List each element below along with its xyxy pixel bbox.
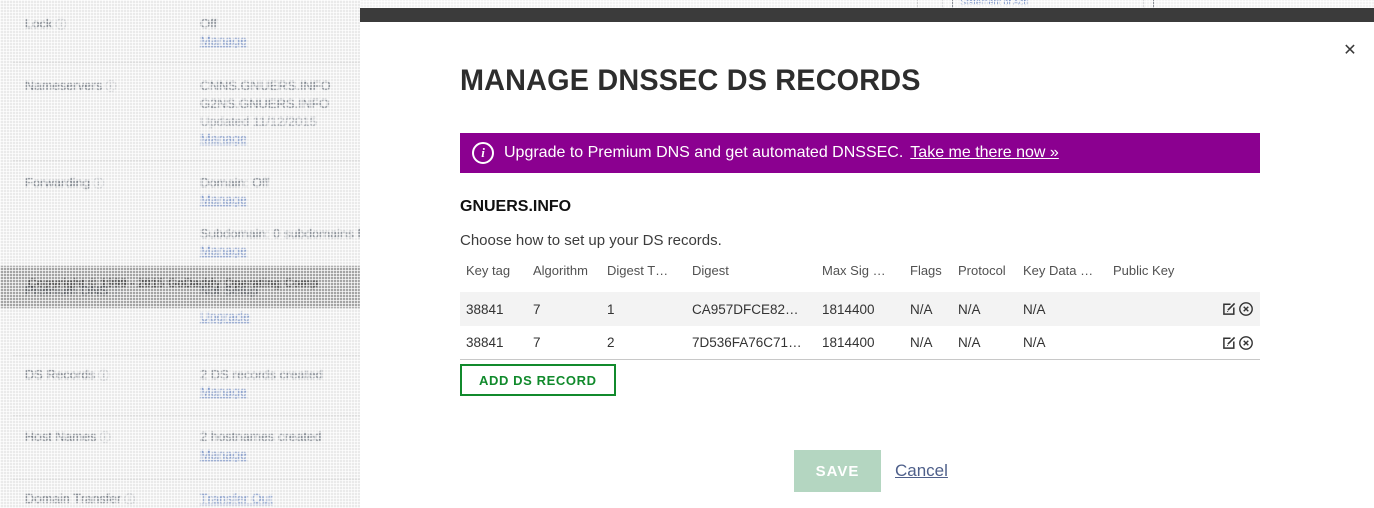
premium-dns-upgrade-banner: i Upgrade to Premium DNS and get automat…: [460, 133, 1260, 173]
bg-nameservers-manage-link[interactable]: Manage: [200, 131, 247, 146]
col-header-digest: Digest: [692, 263, 729, 278]
add-ds-record-button[interactable]: ADD DS RECORD: [460, 364, 616, 396]
info-icon: ⓘ: [99, 432, 111, 444]
close-icon[interactable]: ✕: [1339, 40, 1361, 62]
col-header-digest-type: Digest T…: [607, 263, 669, 278]
bg-row-premium-dns-label: Premium DNS ⓘ: [25, 283, 123, 298]
cell-algorithm: 7: [533, 335, 541, 350]
divider: [12, 355, 360, 356]
bg-row-host-names-label: Host Names ⓘ: [25, 429, 111, 444]
save-button[interactable]: SAVE: [794, 450, 881, 492]
divider: [12, 160, 360, 161]
bg-lock-manage-link[interactable]: Manage: [200, 33, 247, 48]
info-icon: ⓘ: [111, 286, 123, 298]
bg-row-domain-transfer-label: Domain Transfer ⓘ: [25, 491, 136, 506]
background-top-sliver: Statement of Acti: [360, 0, 1374, 8]
bg-statement-link-fragment: Statement of Acti: [960, 0, 1029, 7]
banner-message: Upgrade to Premium DNS and get automated…: [504, 144, 904, 161]
bg-row-nameservers-label: Nameservers ⓘ: [25, 78, 117, 93]
bg-nameserver-2: G2NS.GNUERS.INFO: [200, 96, 330, 111]
bg-row-forwarding-label: Forwarding ⓘ: [25, 175, 105, 190]
halftone-overlay: [360, 0, 1374, 8]
bg-premium-dns-value: Not Setup: [200, 283, 258, 298]
bg-row-lock-label: Lock ⓘ: [25, 16, 67, 31]
divider: [12, 62, 360, 63]
bg-forwarding-manage-link[interactable]: Manage: [200, 192, 247, 207]
bg-row-ds-records-label: DS Records ⓘ: [25, 367, 110, 382]
cell-max-sig: 1814400: [822, 301, 875, 317]
cell-digest-type: 1: [607, 301, 615, 317]
bg-nameserver-1: CNNS.GNUERS.INFO: [200, 78, 331, 93]
background-settings-content: Lock ⓘ Off Manage Nameservers ⓘ CNNS.GNUER…: [0, 0, 360, 508]
cell-digest: CA957DFCE82…: [692, 301, 799, 317]
cell-key-data: N/A: [1023, 301, 1046, 317]
bg-forwarding-domain-value: Domain: Off: [200, 175, 270, 190]
cell-digest: 7D536FA76C71…: [692, 335, 802, 350]
bg-nameserver-updated: Updated 11/12/2015: [200, 114, 317, 129]
col-header-flags: Flags: [910, 263, 942, 278]
col-header-max-sig: Max Sig …: [822, 263, 886, 278]
col-header-protocol: Protocol: [958, 263, 1006, 278]
divider: [917, 0, 918, 8]
col-header-key-tag: Key tag: [466, 263, 511, 278]
info-icon: ⓘ: [98, 370, 110, 382]
cell-digest-type: 2: [607, 335, 615, 350]
cell-max-sig: 1814400: [822, 335, 875, 350]
cell-flags: N/A: [910, 301, 933, 317]
modal-actions: SAVE Cancel: [794, 450, 948, 492]
info-icon: ⓘ: [93, 178, 105, 190]
modal-title: MANAGE DNSSEC DS RECORDS: [460, 64, 921, 97]
cell-protocol: N/A: [958, 301, 981, 317]
bg-host-names-manage-link[interactable]: Manage: [200, 447, 247, 462]
edit-icon[interactable]: [1221, 334, 1237, 351]
col-header-algorithm: Algorithm: [533, 263, 588, 278]
bg-host-names-value: 2 hostnames created: [200, 429, 322, 444]
table-row: 38841 7 1 CA957DFCE82… 1814400 N/A N/A N…: [460, 292, 1260, 326]
delete-icon[interactable]: [1238, 301, 1254, 318]
bg-premium-dns-upgrade-link[interactable]: Upgrade: [200, 309, 250, 324]
manage-dnssec-modal: ✕ MANAGE DNSSEC DS RECORDS i Upgrade to …: [360, 8, 1374, 508]
divider: [12, 415, 360, 416]
ds-records-table: Key tag Algorithm Digest T… Digest Max S…: [460, 258, 1260, 360]
cell-protocol: N/A: [958, 335, 981, 350]
bg-ds-records-manage-link[interactable]: Manage: [200, 384, 247, 399]
bg-transfer-out-link[interactable]: Transfer Out: [200, 491, 273, 506]
instruction-text: Choose how to set up your DS records.: [460, 232, 722, 249]
bg-ds-records-value: 2 DS records created: [200, 367, 323, 382]
page-fragment-icon: [1143, 0, 1154, 8]
delete-icon[interactable]: [1238, 334, 1254, 351]
cell-algorithm: 7: [533, 301, 541, 317]
table-row: 38841 7 2 7D536FA76C71… 1814400 N/A N/A …: [460, 326, 1260, 360]
domain-name-heading: GNUERS.INFO: [460, 198, 572, 215]
cell-key-data: N/A: [1023, 335, 1046, 350]
bg-forwarding-subdomain-value: Subdomain: 0 subdomains fo: [200, 226, 360, 241]
cell-flags: N/A: [910, 335, 933, 350]
divider: [12, 479, 360, 480]
info-icon: i: [472, 142, 494, 164]
info-icon: ⓘ: [55, 19, 67, 31]
bg-forwarding-subdomain-manage-link[interactable]: Manage: [200, 243, 247, 258]
info-icon: ⓘ: [105, 81, 117, 93]
cell-key-tag: 38841: [466, 335, 504, 350]
col-header-public-key: Public Key: [1113, 263, 1175, 278]
col-header-key-data: Key Data …: [1023, 263, 1094, 278]
cell-key-tag: 38841: [466, 301, 504, 317]
background-settings-page: Lock ⓘ Off Manage Nameservers ⓘ CNNS.GNUER…: [0, 0, 360, 508]
edit-icon[interactable]: [1221, 301, 1237, 318]
bg-row-lock-value: Off: [200, 16, 218, 31]
cancel-link[interactable]: Cancel: [895, 461, 948, 480]
info-icon: ⓘ: [124, 494, 136, 506]
page-fragment-icon: [942, 0, 953, 8]
take-me-there-link[interactable]: Take me there now »: [910, 144, 1059, 161]
table-header-row: Key tag Algorithm Digest T… Digest Max S…: [460, 258, 1260, 286]
modal-top-bar: [360, 8, 1374, 22]
